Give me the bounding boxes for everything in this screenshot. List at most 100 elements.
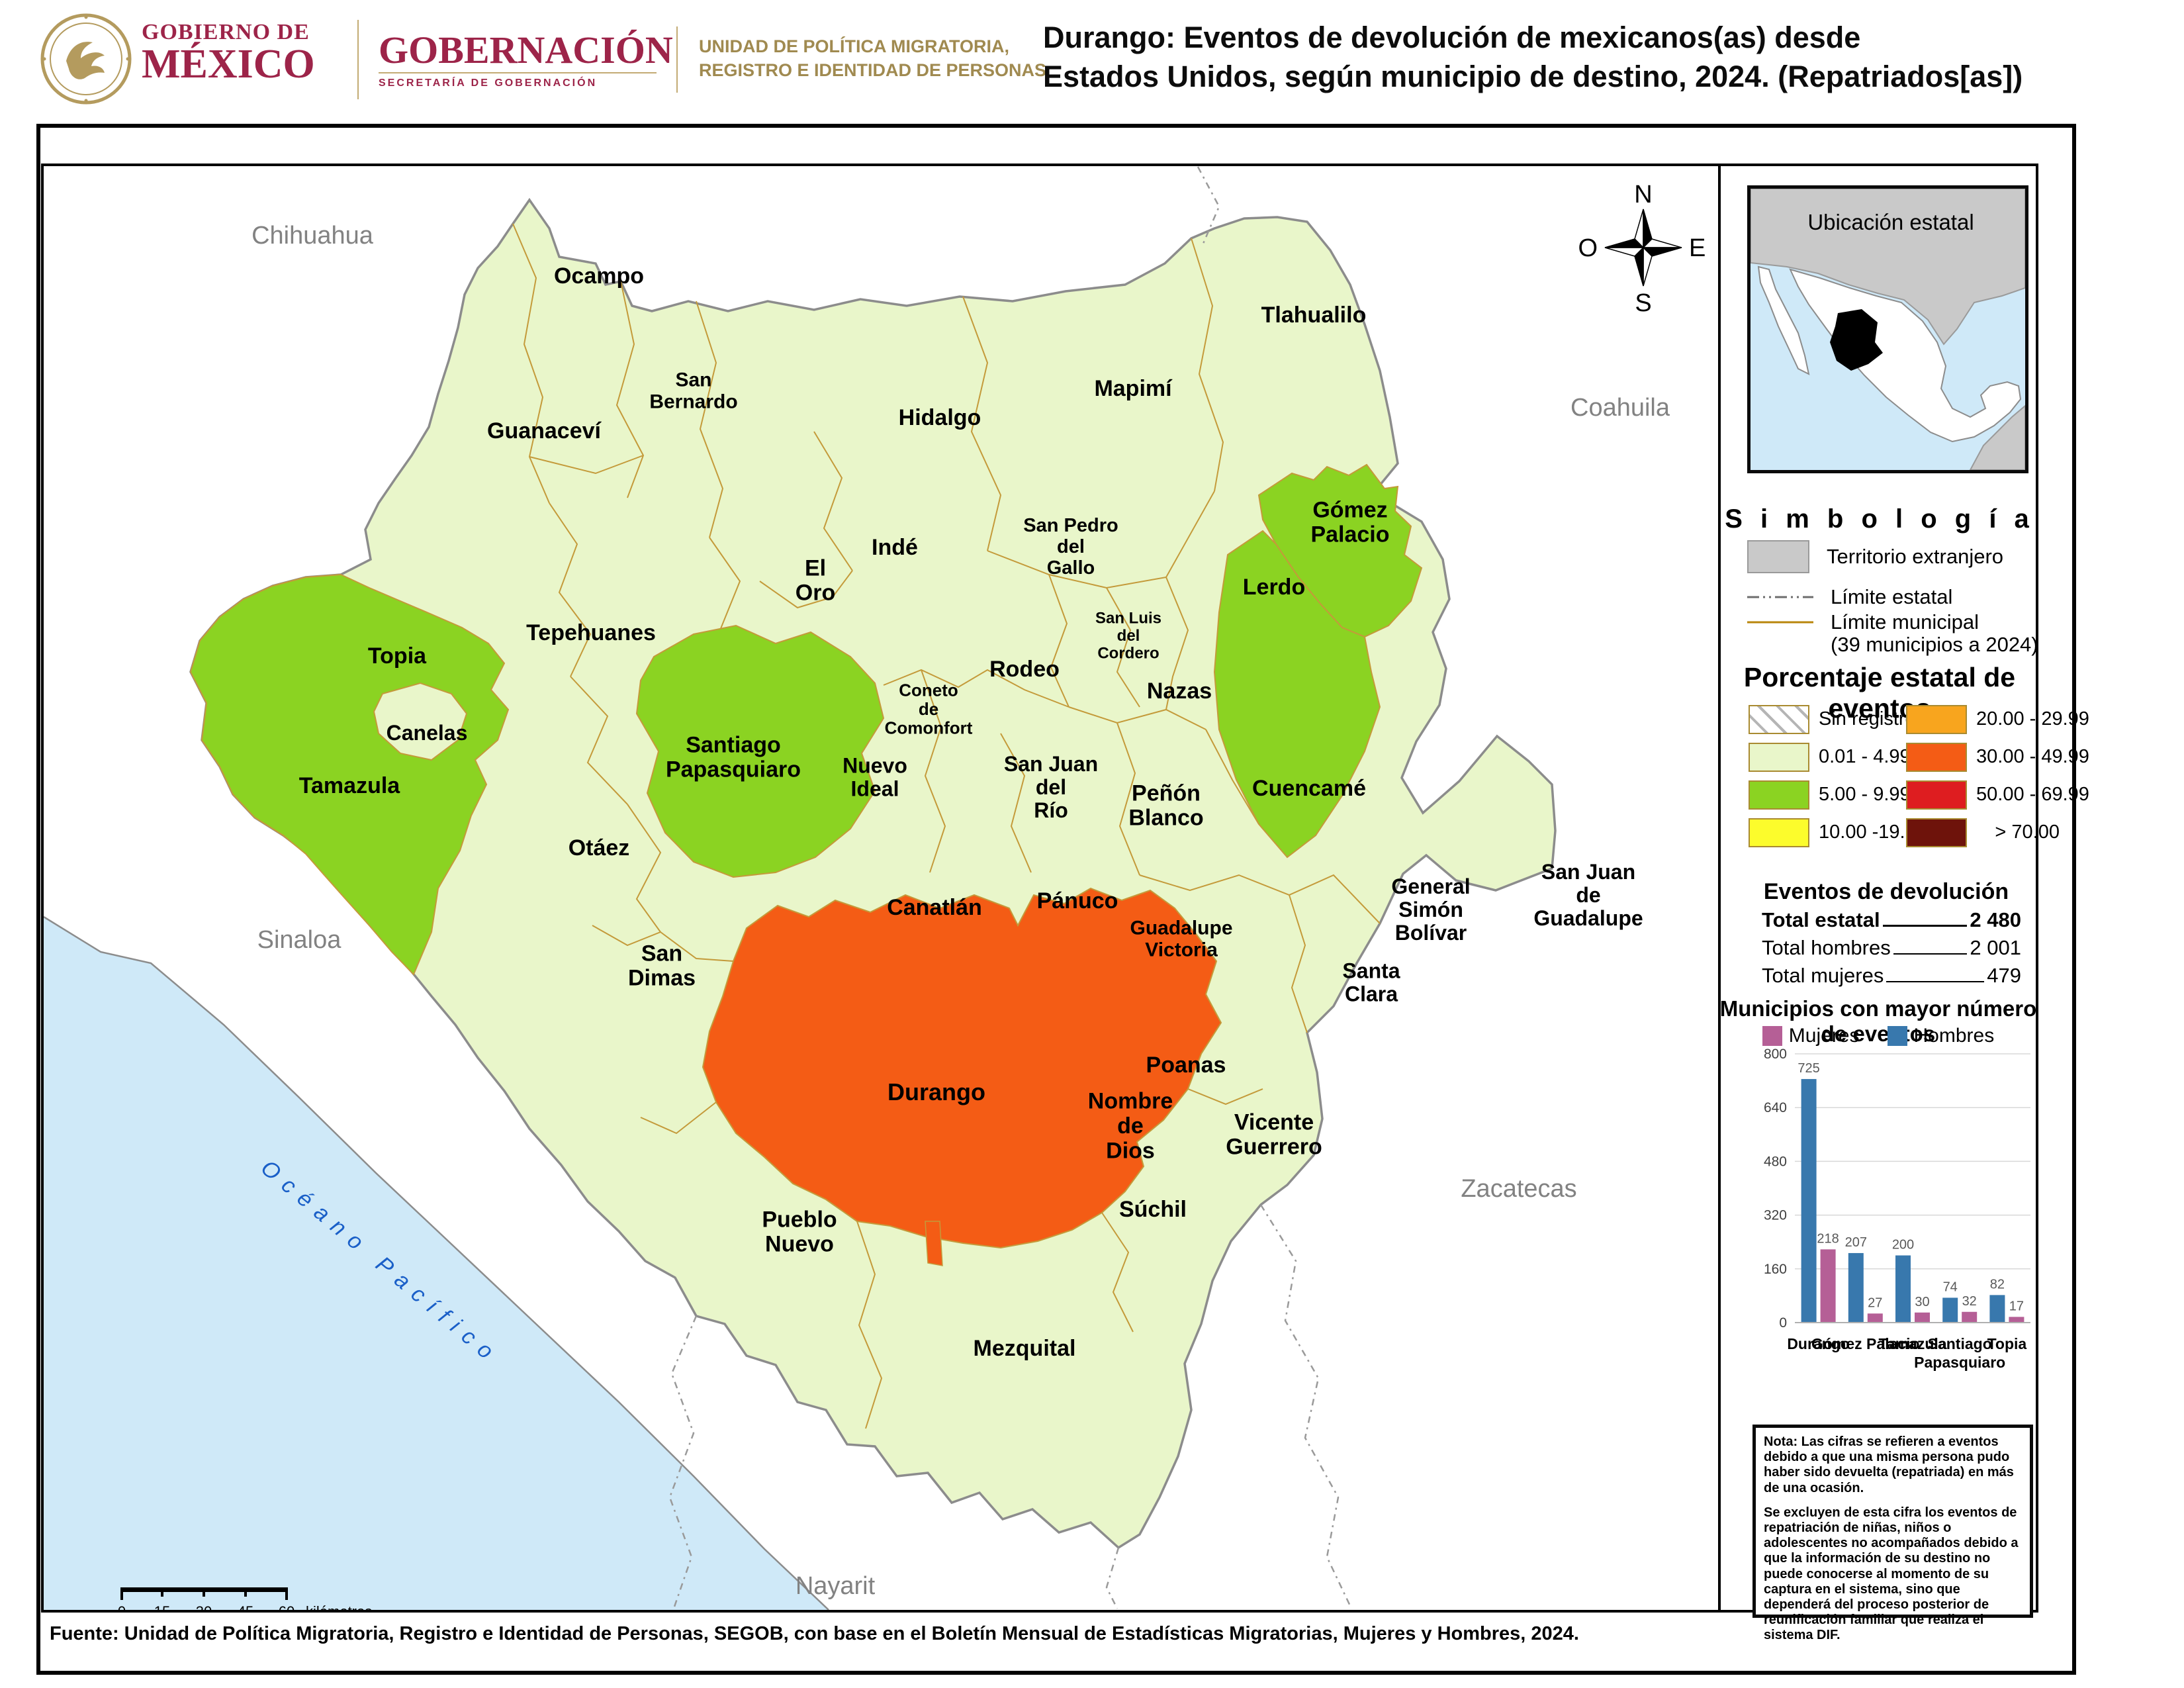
scale-tick-30: 30 (196, 1603, 212, 1610)
limite-municipal-line (1747, 621, 1813, 624)
total-row-total-hombres: Total hombres 2 001 (1762, 936, 2021, 964)
map-label-hidalgo: Hidalgo (899, 405, 981, 430)
inset-guatemala (1969, 404, 2025, 470)
map-label-zacatecas: Zacatecas (1461, 1175, 1576, 1203)
map-label-tepehuanes: Tepehuanes (526, 620, 656, 645)
choropleth-swatch (1906, 742, 1967, 772)
state-borders (668, 166, 1353, 1609)
choropleth-label: 30.00 - 49.99 (1976, 746, 2089, 767)
chart-ytick: 160 (1764, 1262, 1787, 1277)
choropleth-label: 20.00 - 29.99 (1976, 708, 2089, 729)
choropleth-label: 5.00 - 9.99 (1819, 784, 1911, 805)
legend-label: Hombres (1913, 1025, 1995, 1047)
bar-value-hombres: 207 (1845, 1235, 1867, 1250)
inset-baja-california (1757, 265, 1810, 375)
bar-mujeres-durango (1820, 1249, 1836, 1323)
map-label-ocampo: Ocampo (554, 263, 644, 289)
bar-value-mujeres: 17 (2009, 1299, 2024, 1313)
map-label-el-oro: El Oro (796, 555, 835, 605)
neighbor-labels: Chihuahua Coahuila Sinaloa Zacatecas Nayarit (251, 222, 1670, 1600)
compass-s: S (1635, 289, 1651, 317)
map-label-nazas: Nazas (1147, 679, 1212, 704)
header-divider-1 (357, 20, 359, 99)
map-label-general-sim-n-bol-var: General Simón Bolívar (1391, 874, 1470, 945)
total-label: Total mujeres (1762, 964, 1884, 987)
legend-territorio-extranjero: Territorio extranjero (1747, 540, 2003, 573)
coastline (44, 915, 829, 1610)
total-row-total-estatal: Total estatal 2 480 (1762, 908, 2021, 936)
map-label-p-nuco: Pánuco (1037, 888, 1118, 914)
choropleth-swatch (1749, 818, 1809, 847)
bar-value-mujeres: 30 (1915, 1295, 1929, 1309)
limite-municipal-sub: (39 municipios a 2024) (1831, 633, 2038, 656)
legend-swatch (1887, 1026, 1907, 1046)
total-value: 2 001 (1970, 936, 2021, 959)
brand-gobierno-de-mexico: GOBIERNO DE MÉXICO (142, 20, 315, 87)
region-topia-tamazula (189, 573, 510, 976)
title-line-2: Estados Unidos, según municipio de desti… (1043, 59, 2023, 93)
choropleth-swatch (1906, 780, 1967, 810)
choropleth-item-30-00-49-99: 30.00 - 49.99 (1906, 738, 2089, 776)
map-label-g-mez-palacio: Gómez Palacio (1310, 497, 1389, 547)
map-label-mapim: Mapimí (1094, 376, 1173, 401)
gobierno-de-mexico-seal (40, 13, 132, 105)
inset-map: Ubicación estatal (1747, 185, 2028, 473)
inset-durango-highlight (1830, 309, 1883, 371)
choropleth-item-0-01-4-99: 0.01 - 4.99 (1749, 738, 1911, 776)
chart-ytick: 320 (1764, 1208, 1787, 1223)
chart-legend-mujeres: Mujeres (1762, 1025, 1860, 1047)
map-label-ind: Indé (872, 535, 918, 560)
region-lerdo (1213, 530, 1381, 859)
inset-usa (1751, 189, 2025, 346)
legend-limite-municipal: Límite municipal (1747, 610, 1979, 634)
map-label-coahuila: Coahuila (1570, 394, 1670, 422)
chart-ytick: 480 (1764, 1154, 1787, 1169)
scale-unit: kilómetros (306, 1603, 372, 1610)
choropleth-swatch (1749, 742, 1809, 772)
map-label-pueblo-nuevo: Pueblo Nuevo (762, 1207, 837, 1256)
map-label-durango: Durango (887, 1078, 985, 1105)
map-label-chihuahua: Chihuahua (251, 222, 374, 250)
legend-limite-estatal: Límite estatal (1747, 585, 1952, 609)
chart-category-label: Santiago (1928, 1335, 1992, 1352)
choropleth-item-sin-registro: Sin registro (1749, 700, 1916, 738)
map-label-tlahualilo: Tlahualilo (1261, 303, 1367, 328)
chart-category-label: Gómez Palacio (1811, 1335, 1920, 1352)
brand-secondary-sub: SECRETARÍA DE GOBERNACIÓN (379, 77, 598, 89)
choropleth-label: 0.01 - 4.99 (1819, 746, 1911, 767)
map-label-pe-n-blanco: Peñón Blanco (1128, 780, 1203, 830)
map-label-canelas: Canelas (387, 721, 468, 745)
bar-value-hombres: 74 (1943, 1280, 1958, 1294)
note-paragraph-2: Se excluyen de esta cifra los eventos de… (1764, 1505, 2019, 1643)
region-durango-sliver (925, 1221, 943, 1266)
leader-line (1886, 981, 1985, 982)
map-label-san-juan-del-r-o: San Juan del Río (1004, 752, 1098, 822)
map-label-santiago-papasquiaro: Santiago Papasquiaro (666, 732, 801, 782)
bar-hombres-santiago-papasquiaro (1942, 1297, 1958, 1323)
total-row-total-mujeres: Total mujeres 479 (1762, 964, 2021, 992)
map-label-s-chil: Súchil (1119, 1197, 1187, 1222)
brand-gobernacion: GOBERNACIÓN SECRETARÍA DE GOBERNACIÓN (379, 28, 673, 89)
bar-value-mujeres: 32 (1962, 1294, 1977, 1309)
durango-map: Océano Pacífico ChihuahuaCoahuilaSinaloa… (44, 166, 1706, 1610)
simbologia-title: S i m b o l o g í a (1725, 504, 2034, 534)
municipios-bar-chart: 0 160 320 480 640 800 725 218 Durango 207 27 Gómez … (1764, 1047, 2030, 1371)
chart-category-label: Papasquiaro (1914, 1354, 2005, 1371)
note-box: Nota: Las cifras se refieren a eventos d… (1752, 1425, 2033, 1642)
map-label-poanas: Poanas (1146, 1053, 1226, 1078)
limite-estatal-line (1747, 596, 1813, 598)
map-label-nayarit: Nayarit (796, 1572, 876, 1600)
map-label-ot-ez: Otáez (569, 835, 630, 861)
brand-primary-bottom: MÉXICO (142, 42, 315, 87)
bar-value-hombres: 725 (1797, 1061, 1819, 1076)
choropleth-legend: Sin registro 0.01 - 4.99 5.00 - 9.99 10.00 … (1749, 700, 2089, 851)
bar-hombres-topia (1989, 1295, 2005, 1323)
bar-value-mujeres: 27 (1868, 1295, 1882, 1310)
map-label-san-bernardo: San Bernardo (649, 369, 737, 413)
choropleth-swatch (1906, 818, 1967, 847)
map-label-rodeo: Rodeo (989, 657, 1060, 682)
bar-hombres-tamazula (1895, 1255, 1911, 1323)
bar-mujeres-santiago-papasquiaro (1962, 1311, 1978, 1323)
limite-estatal-label: Límite estatal (1831, 585, 1953, 608)
region-durango (702, 887, 1222, 1249)
